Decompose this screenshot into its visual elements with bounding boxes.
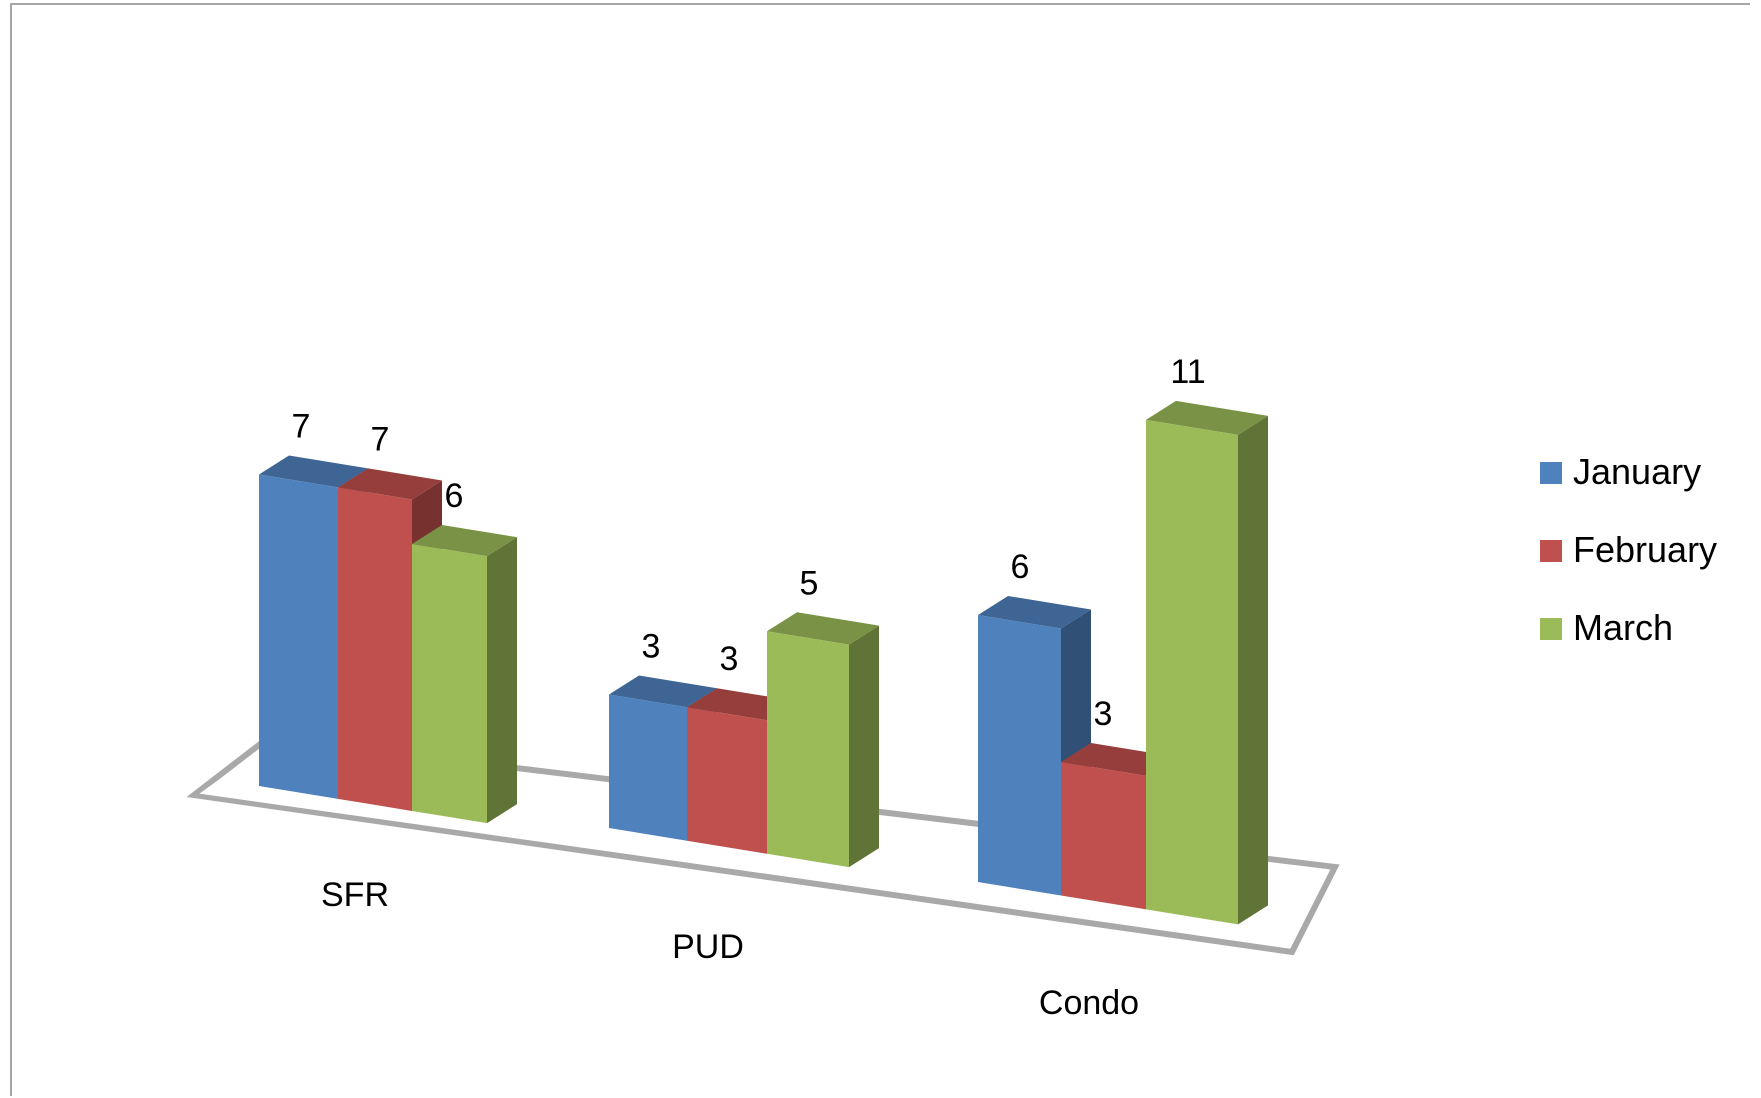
- legend-item-march: March: [1540, 607, 1673, 648]
- bar-side-face: [487, 537, 517, 824]
- data-label-sfr-january: 7: [292, 408, 311, 446]
- bar-side-face: [1238, 415, 1268, 925]
- data-label-condo-march: 11: [1170, 353, 1205, 391]
- bar-front-face: [767, 631, 849, 868]
- legend-swatch-march: [1540, 618, 1562, 640]
- bar-condo-march: [1146, 400, 1268, 925]
- category-label-pud: PUD: [672, 928, 744, 966]
- bar-top-face: [609, 675, 717, 708]
- bar-front-face: [687, 707, 767, 854]
- bar-top-face: [767, 612, 879, 645]
- legend-item-february: February: [1540, 529, 1717, 570]
- category-labels-layer: SFR PUD Condo: [321, 876, 1139, 1022]
- bar-front-face: [978, 615, 1061, 896]
- data-label-sfr-february: 7: [371, 420, 390, 458]
- bar-front-face: [259, 474, 338, 799]
- bar-top-face: [259, 455, 368, 488]
- category-label-condo: Condo: [1039, 984, 1139, 1022]
- legend-swatch-february: [1540, 540, 1562, 562]
- bars-layer: [259, 400, 1268, 925]
- legend-item-january: January: [1540, 451, 1701, 492]
- floor-inner-outline: [199, 742, 1328, 948]
- legend-label-january: January: [1573, 451, 1701, 492]
- data-label-condo-february: 3: [1094, 695, 1113, 733]
- data-label-pud-february: 3: [720, 640, 739, 678]
- data-label-sfr-march: 6: [445, 477, 464, 515]
- bar-pud-march: [767, 612, 879, 868]
- bar-top-face: [978, 596, 1091, 629]
- legend: January February March: [1540, 451, 1717, 648]
- bar-front-face: [1061, 762, 1146, 910]
- bar-front-face: [412, 543, 487, 824]
- data-label-pud-january: 3: [642, 628, 661, 666]
- bar-top-face: [1146, 400, 1268, 435]
- data-label-pud-march: 5: [800, 564, 819, 602]
- data-label-condo-january: 6: [1011, 548, 1030, 586]
- bar-side-face: [849, 625, 879, 868]
- bar-sfr-march: [412, 524, 517, 824]
- bar-front-face: [1146, 419, 1238, 925]
- bar-front-face: [338, 487, 412, 811]
- data-labels-layer: 7 7 6 3 3 5 6 3 11: [292, 353, 1206, 733]
- bar-top-face: [338, 468, 442, 500]
- bar-front-face: [609, 694, 687, 841]
- legend-label-march: March: [1573, 607, 1673, 648]
- bar-top-face: [412, 524, 517, 557]
- category-label-sfr: SFR: [321, 876, 389, 914]
- legend-label-february: February: [1573, 529, 1717, 570]
- legend-swatch-january: [1540, 462, 1562, 484]
